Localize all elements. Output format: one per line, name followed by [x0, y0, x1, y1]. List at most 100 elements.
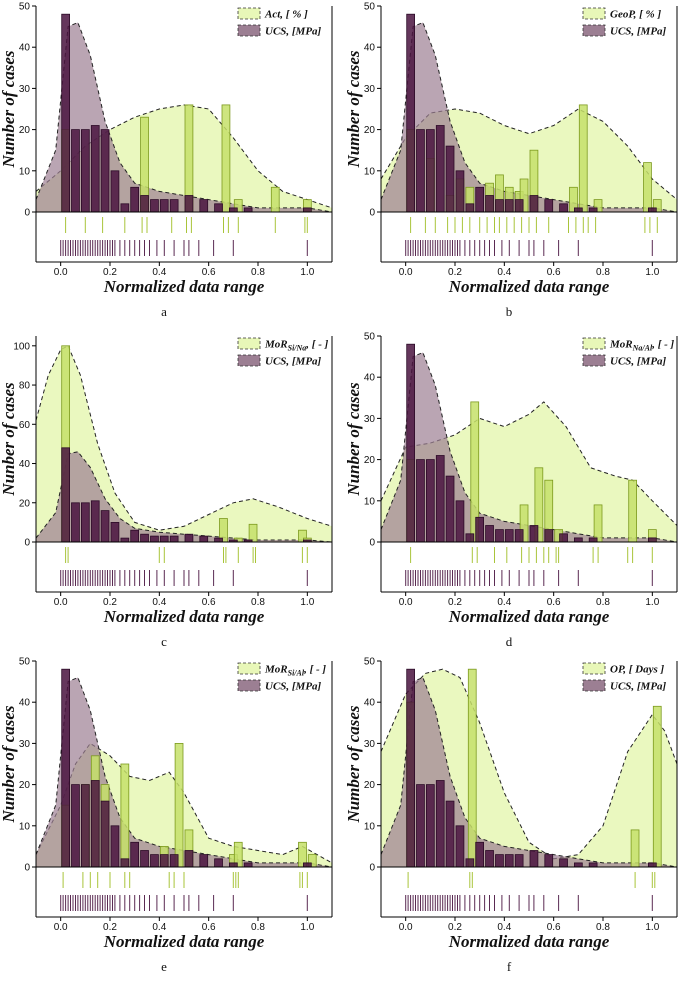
bar-purple — [647, 862, 657, 868]
bar-purple — [90, 125, 100, 213]
x-tick-label: 1.0 — [300, 267, 314, 278]
bar-purple — [199, 199, 209, 213]
bar-purple — [416, 129, 425, 213]
x-tick-label: 0.0 — [399, 267, 413, 278]
bar-purple — [302, 207, 312, 213]
y-tick-label: 0 — [369, 208, 375, 219]
bar-purple — [544, 529, 554, 543]
y-axis-label: Number of cases — [344, 705, 363, 823]
chart-panel-b: 0 10 20 30 40 50 0.0 0.2 0.4 0.6 0.8 1.0 Normalized … — [344, 0, 685, 326]
bar-purple — [455, 825, 465, 868]
bar-purple — [416, 459, 425, 543]
bar-purple — [406, 668, 416, 868]
bar-green — [270, 186, 280, 213]
bar-purple — [120, 537, 130, 543]
y-tick-label: 40 — [19, 698, 31, 709]
x-tick-label: 0.2 — [448, 267, 462, 278]
bar-purple — [71, 129, 80, 213]
bar-purple — [588, 862, 598, 868]
bar-purple — [243, 862, 253, 868]
kde-curve-purple — [35, 451, 333, 543]
bar-purple — [150, 535, 159, 543]
x-tick-label: 0.6 — [202, 267, 216, 278]
bar-green — [652, 705, 662, 868]
y-tick-label: 50 — [364, 2, 376, 13]
y-axis-label: Nunber of cases — [344, 382, 363, 497]
bar-purple — [61, 13, 71, 213]
y-tick-label: 10 — [19, 166, 31, 177]
bar-purple — [120, 203, 130, 213]
bar-purple — [495, 199, 504, 213]
bar-purple — [140, 850, 149, 868]
legend-swatch-green — [237, 337, 261, 350]
legend-label-purple: UCS, [MPa] — [610, 26, 667, 38]
bar-purple — [150, 199, 159, 213]
legend-swatch-purple — [582, 679, 606, 692]
bar-purple — [559, 533, 568, 543]
chart-panel-f: 0 10 20 30 40 50 0.0 0.2 0.4 0.6 0.8 1.0 Normalized … — [344, 655, 685, 981]
bar-purple — [485, 525, 494, 543]
y-axis-label: Number of cases — [344, 50, 363, 168]
bar-purple — [214, 858, 223, 868]
y-tick-label: 30 — [364, 739, 376, 750]
y-tick-label: 100 — [13, 341, 30, 352]
kde-curve-purple — [380, 676, 678, 868]
panel-label: e — [161, 959, 167, 974]
bar-purple — [588, 537, 598, 543]
bar-purple — [529, 525, 539, 543]
bar-purple — [504, 199, 514, 213]
bar-purple — [573, 537, 583, 543]
legend-swatch-green — [582, 7, 606, 20]
bar-purple — [140, 533, 149, 543]
x-tick-label: 1.0 — [645, 267, 659, 278]
bar-purple — [169, 854, 179, 868]
y-tick-label: 30 — [364, 84, 376, 95]
bar-purple — [130, 841, 139, 868]
bar-green — [630, 829, 640, 868]
bar-purple — [169, 535, 179, 543]
kde-area-purple — [381, 22, 677, 212]
chart-panel-e: 0 10 20 30 40 50 0.0 0.2 0.4 0.6 0.8 1.0 Normalized … — [0, 655, 340, 981]
y-tick-label: 40 — [19, 459, 31, 470]
x-tick-label: 0.0 — [54, 922, 68, 933]
bar-purple — [485, 195, 494, 213]
x-tick-label: 0.4 — [152, 597, 166, 608]
bar-purple — [559, 858, 568, 868]
y-tick-label: 10 — [19, 821, 31, 832]
chart-panel-a: 0 10 20 30 40 50 0.0 0.2 0.4 0.6 0.8 1.0 Normalized … — [0, 0, 340, 326]
bar-purple — [184, 850, 194, 868]
legend-swatch-green — [237, 662, 261, 675]
bar-purple — [100, 129, 110, 213]
bar-purple — [514, 854, 524, 868]
bar-green — [593, 504, 603, 543]
x-tick-label: 0.2 — [448, 597, 462, 608]
bar-purple — [81, 502, 90, 543]
kde-curve-green — [380, 108, 678, 200]
y-axis-label: Number of cases — [0, 705, 18, 823]
bar-purple — [199, 535, 209, 543]
bar-purple — [140, 195, 149, 213]
kde-area-purple — [381, 677, 677, 867]
kde-curve-purple — [380, 351, 678, 543]
bar-purple — [169, 199, 179, 213]
bar-purple — [71, 502, 80, 543]
y-tick-label: 20 — [19, 498, 31, 509]
legend-label-purple: UCS, [MPa] — [265, 681, 322, 693]
bar-purple — [110, 170, 120, 213]
y-tick-label: 60 — [19, 420, 31, 431]
bar-purple — [110, 521, 120, 543]
x-tick-label: 0.6 — [547, 597, 561, 608]
x-tick-label: 1.0 — [645, 597, 659, 608]
bar-purple — [228, 207, 238, 213]
y-tick-label: 20 — [364, 125, 376, 136]
legend-label-green: MoRSi/Al, [ - ] — [264, 664, 326, 678]
bar-purple — [529, 195, 539, 213]
bar-purple — [504, 529, 514, 543]
legend-label-green: MoRSi/Na, [ - ] — [264, 339, 329, 353]
y-tick-label: 0 — [24, 208, 30, 219]
y-tick-label: 50 — [19, 2, 31, 13]
panel-label: d — [506, 634, 513, 649]
bar-purple — [475, 841, 484, 868]
x-tick-label: 1.0 — [645, 922, 659, 933]
